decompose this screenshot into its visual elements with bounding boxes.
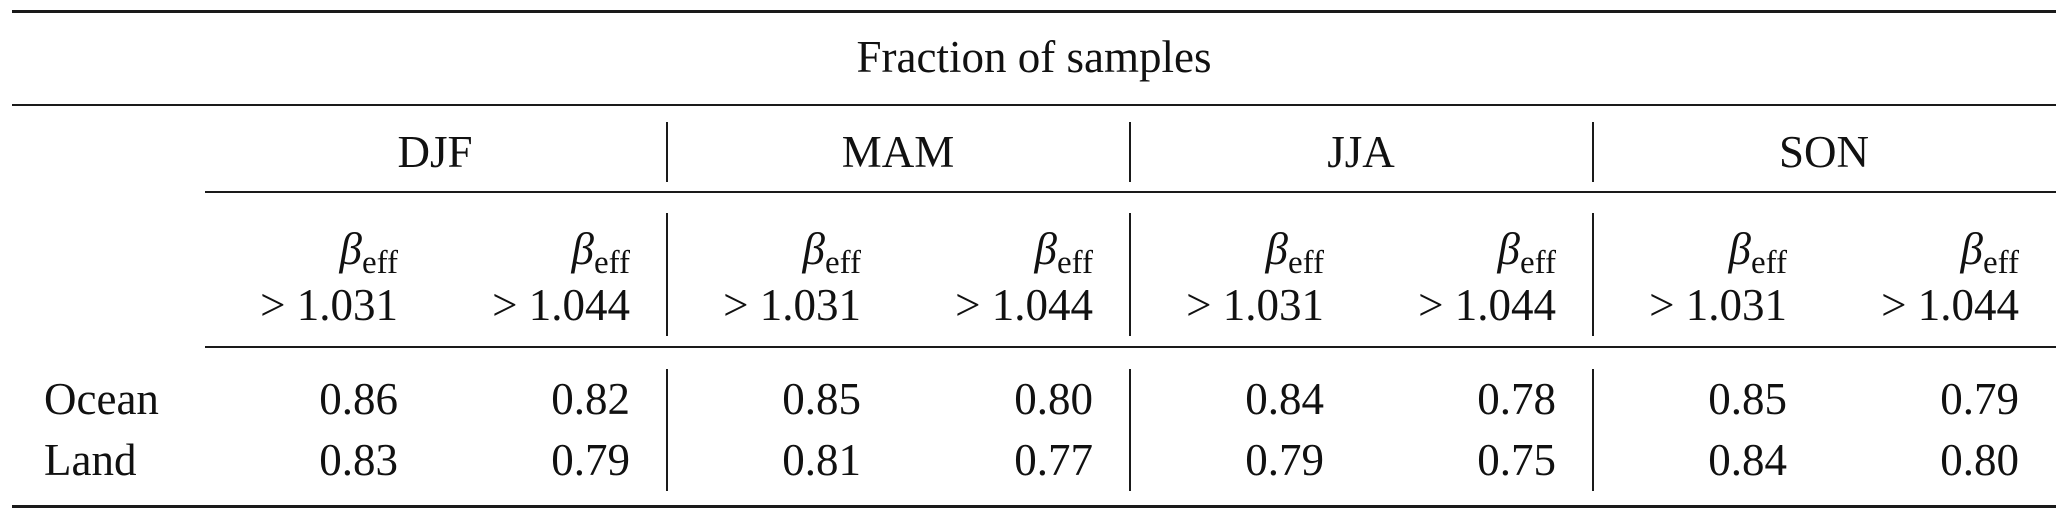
column-separator <box>1592 369 1594 491</box>
column-separator <box>1129 213 1131 336</box>
beta-subscript: eff <box>593 245 630 281</box>
beta-subscript: eff <box>824 245 861 281</box>
table-cell: 0.79 <box>1245 435 1324 485</box>
column-separator <box>666 369 668 491</box>
threshold-header: > 1.044 <box>1881 280 2019 330</box>
beta-subscript: eff <box>1750 245 1787 281</box>
beta-subscript: eff <box>1519 245 1556 281</box>
table-cell: 0.81 <box>782 435 861 485</box>
row-label: Land <box>44 435 137 485</box>
column-separator <box>1592 213 1594 336</box>
column-separator <box>666 213 668 336</box>
table-cell: 0.82 <box>551 374 630 424</box>
beta-subscript: eff <box>1982 245 2019 281</box>
season-header-djf: DJF <box>397 127 473 177</box>
season-separator <box>1129 122 1131 182</box>
table-cell: 0.80 <box>1940 435 2019 485</box>
threshold-header: > 1.031 <box>1186 280 1324 330</box>
threshold-header: > 1.031 <box>723 280 861 330</box>
beta-symbol: β <box>1034 224 1057 274</box>
beta-symbol: β <box>802 224 825 274</box>
beta-subscript: eff <box>1287 245 1324 281</box>
bottom-rule <box>12 505 2056 508</box>
table-cell: 0.75 <box>1477 435 1556 485</box>
beta-symbol: β <box>1960 224 1983 274</box>
beta-symbol: β <box>1728 224 1751 274</box>
season-separator <box>1592 122 1594 182</box>
beta-symbol: β <box>571 224 594 274</box>
beta-subscript: eff <box>1056 245 1093 281</box>
table-cell: 0.77 <box>1014 435 1093 485</box>
table-cell: 0.83 <box>319 435 398 485</box>
beta-eff-header: βeff <box>1728 224 1787 280</box>
beta-eff-header: βeff <box>571 224 630 280</box>
beta-eff-header: βeff <box>1034 224 1093 280</box>
table-cell: 0.85 <box>782 374 861 424</box>
row-label: Ocean <box>44 374 159 424</box>
beta-eff-header: βeff <box>1265 224 1324 280</box>
beta-symbol: β <box>1497 224 1520 274</box>
beta-eff-header: βeff <box>1960 224 2019 280</box>
table-cell: 0.86 <box>319 374 398 424</box>
table-cell: 0.80 <box>1014 374 1093 424</box>
table-cell: 0.78 <box>1477 374 1556 424</box>
season-rule <box>205 191 2056 193</box>
top-rule <box>12 10 2056 13</box>
season-header-jja: JJA <box>1327 127 1395 177</box>
table-cell: 0.85 <box>1708 374 1787 424</box>
season-header-mam: MAM <box>841 127 955 177</box>
table-cell: 0.84 <box>1245 374 1324 424</box>
table-title: Fraction of samples <box>856 32 1212 82</box>
threshold-header: > 1.031 <box>1649 280 1787 330</box>
threshold-header: > 1.044 <box>955 280 1093 330</box>
beta-symbol: β <box>1265 224 1288 274</box>
beta-eff-header: βeff <box>339 224 398 280</box>
table-cell: 0.84 <box>1708 435 1787 485</box>
beta-subscript: eff <box>361 245 398 281</box>
beta-eff-header: βeff <box>802 224 861 280</box>
threshold-header: > 1.031 <box>260 280 398 330</box>
threshold-header: > 1.044 <box>1418 280 1556 330</box>
season-separator <box>666 122 668 182</box>
beta-eff-header: βeff <box>1497 224 1556 280</box>
beta-symbol: β <box>339 224 362 274</box>
column-separator <box>1129 369 1131 491</box>
table-cell: 0.79 <box>1940 374 2019 424</box>
threshold-header: > 1.044 <box>492 280 630 330</box>
header-rule <box>205 346 2056 348</box>
season-header-son: SON <box>1778 127 1870 177</box>
title-rule <box>12 104 2056 106</box>
table-cell: 0.79 <box>551 435 630 485</box>
